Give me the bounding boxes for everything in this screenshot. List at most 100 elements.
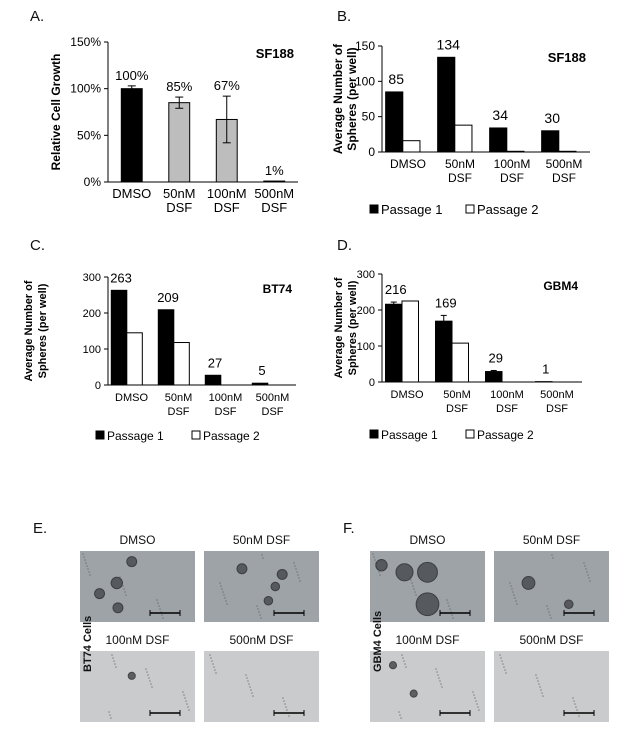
y-tick-label: 200 (83, 308, 101, 320)
debris-speck (83, 556, 85, 558)
debris-speck (405, 666, 407, 668)
x-tick-label: DSF (446, 403, 468, 415)
debris-speck (245, 674, 247, 676)
bar (168, 102, 191, 183)
y-tick-label: 100 (355, 74, 375, 88)
panel-label-b: B. (337, 8, 352, 25)
debris-speck (184, 697, 186, 699)
y-tick-label: 0 (95, 380, 101, 392)
legend-label: Passage 1 (381, 202, 442, 217)
debris-speck (185, 700, 187, 702)
debris-speck (221, 588, 223, 590)
x-tick-label: DMSO (390, 157, 426, 171)
data-label: 100% (115, 68, 149, 83)
debris-speck (398, 711, 400, 713)
debris-speck (412, 585, 414, 587)
chart-a-relative-growth: 0% 50% 100% 150% Relative Cell Growth SF188 DM… (49, 35, 298, 215)
debris-speck (452, 617, 454, 619)
y-tick-label: 0% (84, 175, 102, 189)
debris-speck (535, 674, 537, 676)
micrograph-image (204, 651, 319, 722)
x-tick-label: 100nM (209, 392, 243, 404)
debris-speck (283, 700, 285, 702)
y-tick-label: 200 (357, 305, 375, 317)
y-axis-label: Spheres (per well) (347, 280, 359, 375)
debris-speck (261, 554, 263, 556)
x-tick-label: DSF (546, 403, 568, 415)
debris-speck (572, 697, 574, 699)
y-axis-label: Average Number of (333, 277, 345, 378)
cell-sphere (94, 588, 106, 600)
debris-speck (586, 571, 588, 573)
micrograph-label: 50nM DSF (522, 533, 581, 547)
micrograph-cell: 100nM DSF (370, 633, 485, 722)
cell-sphere (395, 563, 414, 582)
y-tick-label: 50% (77, 128, 101, 142)
cell-sphere (417, 561, 438, 583)
x-tick-label: 50nM (443, 389, 471, 401)
micrograph-grid-f: DMSO 50nM DSF 100nM DSF 500nM DSF (370, 533, 610, 733)
debris-speck (146, 671, 148, 673)
micrograph-label: DMSO (409, 533, 446, 547)
micrograph-cell: 50nM DSF (494, 533, 609, 622)
debris-speck (413, 588, 415, 590)
debris-speck (379, 574, 381, 576)
debris-speck (297, 574, 299, 576)
debris-speck (373, 556, 375, 558)
bar-passage-2 (401, 300, 419, 383)
x-tick-label: 50nM (165, 392, 193, 404)
debris-speck (477, 706, 479, 708)
debris-speck (447, 602, 449, 604)
micrograph-image (494, 551, 609, 622)
micrograph-image (204, 551, 319, 622)
debris-speck (110, 717, 112, 719)
debris-speck (546, 605, 548, 607)
debris-speck (550, 617, 552, 619)
panel-label-a: A. (30, 8, 45, 25)
debris-speck (262, 557, 264, 559)
y-axis-label: Relative Cell Growth (49, 54, 63, 171)
debris-speck (575, 706, 577, 708)
legend-label: Passage 1 (381, 428, 438, 442)
debris-speck (112, 657, 114, 659)
legend-swatch (369, 204, 379, 214)
debris-speck (156, 599, 158, 601)
bar-passage-2 (454, 124, 473, 153)
debris-speck (250, 689, 252, 691)
debris-speck (374, 559, 376, 561)
debris-speck (296, 571, 298, 573)
micrograph-background (494, 651, 609, 722)
legend-label: Passage 2 (203, 429, 260, 443)
x-tick-label: 100nM (490, 389, 524, 401)
debris-speck (441, 686, 443, 688)
cell-sphere (263, 595, 274, 606)
debris-speck (248, 683, 250, 685)
debris-speck (372, 553, 374, 555)
data-label: 134 (437, 36, 461, 52)
debris-speck (513, 594, 515, 596)
debris-speck (212, 663, 214, 665)
debris-speck (82, 553, 84, 555)
debris-speck (505, 672, 507, 674)
data-label: 169 (435, 295, 457, 310)
debris-speck (251, 692, 253, 694)
cell-sphere (270, 581, 281, 592)
y-axis-label: Spheres (per well) (37, 283, 49, 378)
micrograph-background (204, 651, 319, 722)
cell-sphere (236, 563, 248, 575)
debris-speck (158, 605, 160, 607)
cell-sphere (563, 599, 574, 610)
micrograph-label: 500nM DSF (519, 633, 584, 647)
x-tick-label: DMSO (112, 186, 151, 201)
debris-speck (282, 697, 284, 699)
debris-speck (211, 660, 213, 662)
debris-speck (259, 614, 261, 616)
legend-swatch (465, 204, 475, 214)
bar-passage-2 (173, 342, 190, 386)
debris-speck (504, 669, 506, 671)
debris-speck (588, 577, 590, 579)
debris-speck (187, 706, 189, 708)
debris-speck (549, 614, 551, 616)
debris-speck (114, 663, 116, 665)
debris-speck (210, 657, 212, 659)
